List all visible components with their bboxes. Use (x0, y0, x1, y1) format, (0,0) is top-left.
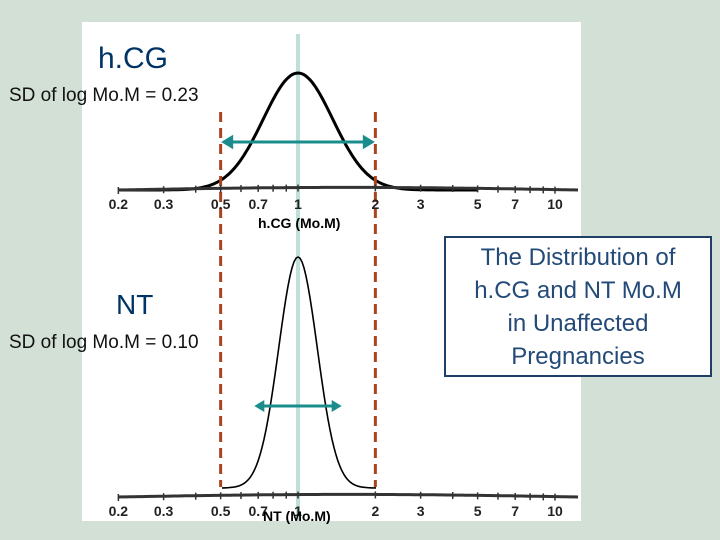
hcg-tick-label: 0.5 (211, 196, 231, 212)
hcg-sd-arrow (221, 134, 375, 150)
hcg-title: h.CG (98, 42, 169, 75)
hcg-tick-label: 3 (417, 196, 425, 212)
hcg-tick-label: 5 (474, 196, 482, 212)
hcg-tick-label: 10 (547, 196, 563, 212)
hcg-tick-label: 1 (294, 196, 302, 212)
hcg-tick-label: 7 (511, 196, 519, 212)
hcg-tick-label: 0.3 (154, 196, 174, 212)
caption-box: The Distribution of h.CG and NT Mo.M in … (444, 236, 712, 377)
nt-title: NT (116, 289, 154, 320)
nt-tick-label: 7 (511, 503, 519, 519)
nt-tick-label: 2 (371, 503, 379, 519)
nt-tick-label: 0.5 (211, 503, 231, 519)
hcg-axis: 0.2 0.3 0.5 0.7 1 2 3 5 7 10 (109, 184, 579, 212)
hcg-tick-label: 0.7 (248, 196, 268, 212)
nt-tick-label: 0.7 (248, 503, 268, 519)
nt-sd-arrow (254, 400, 342, 412)
caption-text: The Distribution of h.CG and NT Mo.M in … (474, 243, 682, 370)
hcg-panel-background (82, 22, 581, 235)
nt-axis-label: NT (Mo.M) (263, 508, 331, 524)
nt-distribution-curve (222, 256, 376, 489)
hcg-tick-label: 0.2 (109, 196, 129, 212)
nt-sd-text: SD of log Mo.M = 0.10 (9, 332, 199, 353)
nt-tick-label: 1 (294, 503, 302, 519)
hcg-sd-text: SD of log Mo.M = 0.23 (9, 85, 199, 106)
hcg-axis-label: h.CG (Mo.M) (258, 215, 340, 231)
nt-tick-label: 3 (417, 503, 425, 519)
nt-axis: 0.2 0.3 0.5 0.7 1 2 3 5 7 10 (109, 491, 579, 519)
hcg-tick-label: 2 (371, 196, 379, 212)
nt-tick-label: 10 (547, 503, 563, 519)
nt-tick-label: 5 (474, 503, 482, 519)
nt-tick-label: 0.2 (109, 503, 129, 519)
nt-tick-label: 0.3 (154, 503, 174, 519)
